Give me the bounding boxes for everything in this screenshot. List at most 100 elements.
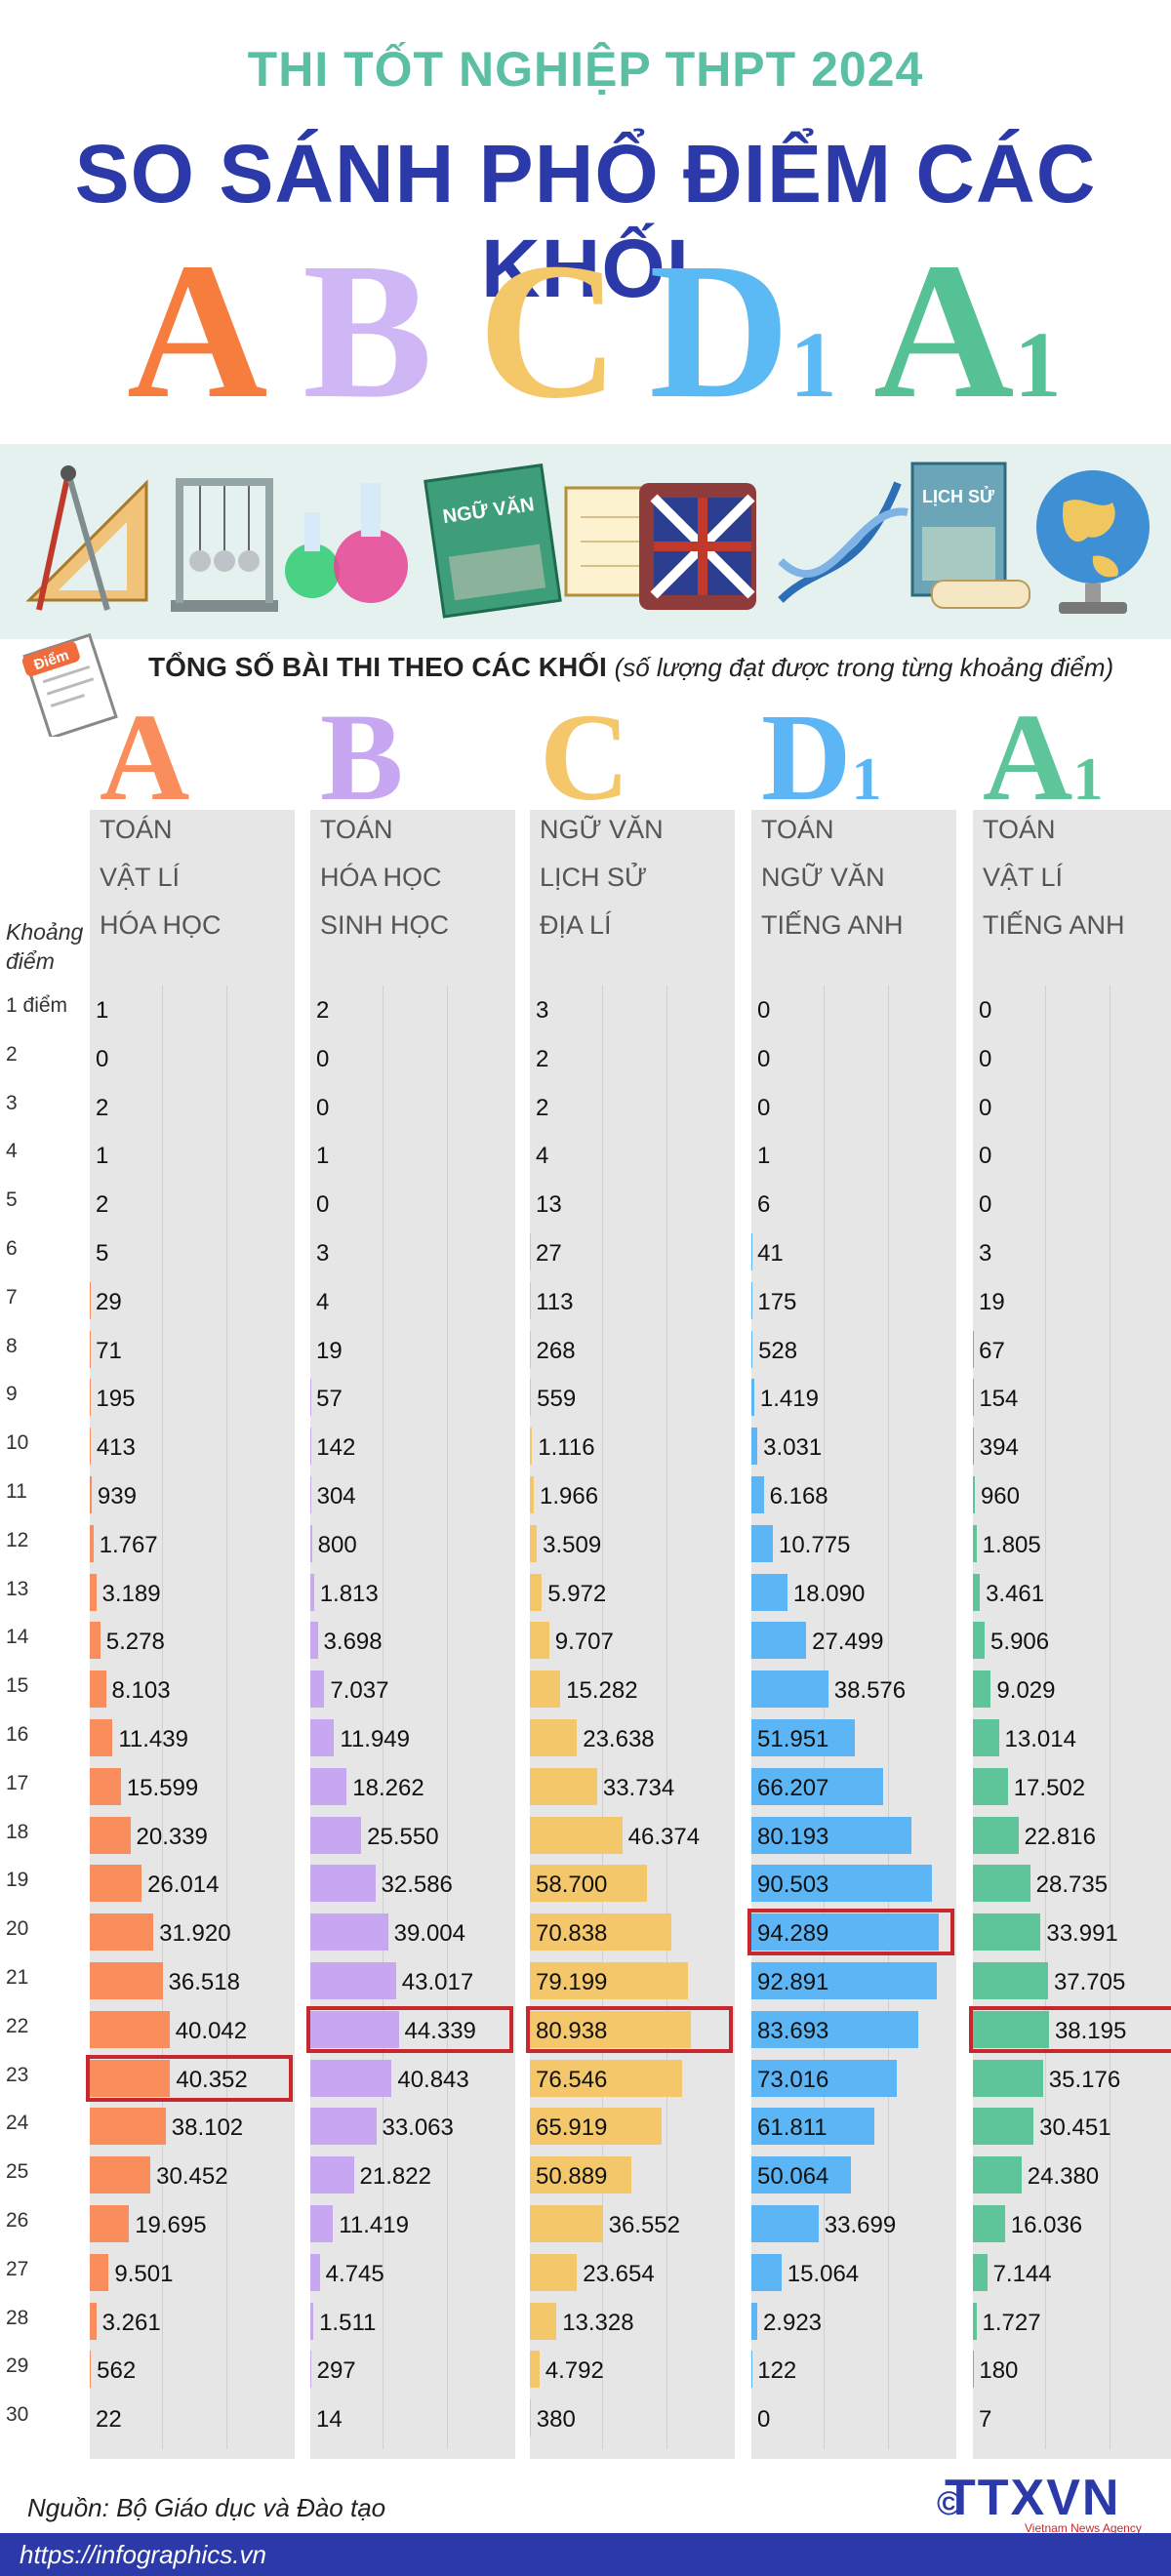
value-label: 65.919	[536, 2114, 608, 2142]
bar	[310, 2059, 392, 2097]
series-letter: B	[320, 695, 525, 842]
value-label: 18.262	[352, 1774, 424, 1801]
row-label: 10	[6, 1431, 29, 1455]
grid-line	[824, 986, 825, 2449]
value-label: 44.339	[404, 2017, 476, 2044]
value-label: 0	[979, 1045, 992, 1072]
header-letter-3: C	[478, 234, 619, 463]
value-label: 195	[96, 1386, 136, 1413]
subtitle-main: TỔNG SỐ BÀI THI THEO CÁC KHỐI	[148, 652, 607, 682]
bar	[530, 1816, 623, 1854]
bar	[310, 2108, 377, 2146]
value-label: 19.695	[135, 2212, 207, 2238]
bar	[973, 2302, 977, 2340]
bar	[530, 2253, 578, 2291]
value-label: 2	[536, 1045, 549, 1072]
bar	[751, 1865, 932, 1903]
row-label: 2	[6, 1042, 18, 1066]
series-letter-sub: 1	[1072, 746, 1104, 813]
logo-subtitle: Vietnam News Agency	[1025, 2521, 1142, 2535]
row-label: 22	[6, 2014, 29, 2037]
bar	[530, 1524, 538, 1562]
series-subject: LỊCH SỬ	[540, 863, 648, 892]
bar	[973, 1865, 1030, 1903]
value-label: 92.891	[757, 1969, 829, 1995]
series-subject: VẬT LÍ	[100, 863, 181, 892]
bar	[751, 1767, 884, 1805]
value-label: 24.380	[1027, 2163, 1100, 2191]
bar	[310, 1524, 312, 1562]
series-subject: TOÁN	[983, 815, 1056, 844]
bar	[530, 2010, 692, 2048]
value-label: 1.511	[319, 2309, 377, 2336]
ngu-van-book-icon: NGỮ VĂN	[424, 463, 562, 619]
value-label: 11.439	[118, 1726, 188, 1752]
bar	[310, 1816, 362, 1854]
value-label: 94.289	[757, 1920, 829, 1948]
bar	[530, 1573, 543, 1611]
value-label: 5	[96, 1240, 109, 1267]
value-label: 122	[757, 2357, 797, 2385]
value-label: 3	[536, 997, 549, 1024]
row-label: 6	[6, 1237, 18, 1260]
bar	[90, 1913, 154, 1952]
bar	[310, 1865, 376, 1903]
value-label: 528	[758, 1337, 798, 1364]
value-label: 175	[757, 1288, 797, 1315]
value-label: 27	[536, 1240, 562, 1267]
bar	[530, 2302, 557, 2340]
value-label: 1	[96, 1143, 109, 1170]
newtons-cradle-icon	[171, 478, 278, 612]
bar	[973, 2010, 1049, 2048]
value-label: 37.705	[1053, 1969, 1126, 1995]
value-label: 5.906	[990, 1629, 1050, 1656]
bar	[751, 1816, 911, 1854]
highlight-box	[969, 2005, 1171, 2053]
value-label: 28.735	[1035, 1872, 1109, 1899]
value-label: 0	[979, 1191, 992, 1219]
value-label: 113	[536, 1288, 574, 1315]
value-label: 2	[316, 997, 330, 1024]
footer-bar	[0, 2533, 1171, 2576]
subtitle-note: (số lượng đạt được trong từng khoảng điể…	[614, 653, 1114, 682]
value-label: 31.920	[159, 1920, 231, 1948]
value-label: 9.501	[114, 2260, 174, 2287]
bar	[90, 1767, 121, 1805]
value-label: 11.419	[339, 2212, 409, 2238]
bar	[973, 1670, 991, 1709]
row-label: 16	[6, 1723, 29, 1746]
value-label: 29	[96, 1288, 122, 1315]
bar	[751, 1913, 940, 1952]
value-label: 6.168	[769, 1483, 828, 1509]
value-label: 57	[316, 1386, 343, 1413]
bar	[751, 2010, 918, 2048]
bar	[90, 2351, 92, 2389]
series-letter-sub: 1	[851, 746, 882, 813]
value-label: 394	[979, 1434, 1019, 1462]
bar	[90, 1962, 163, 1999]
value-label: 16.036	[1010, 2212, 1083, 2238]
value-label: 0	[757, 997, 771, 1024]
super-title: THI TỐT NGHIỆP THPT 2024	[247, 42, 924, 97]
value-label: 2	[536, 1094, 549, 1121]
flasks-icon	[285, 483, 408, 603]
bar	[310, 2302, 314, 2340]
bar	[751, 2302, 757, 2340]
bar	[530, 1719, 578, 1756]
bar	[751, 2108, 875, 2146]
row-label: 23	[6, 2063, 29, 2086]
row-label: 9	[6, 1383, 18, 1406]
footer-link[interactable]: https://infographics.vn	[20, 2540, 266, 2569]
grid-line	[383, 986, 384, 2449]
bar	[90, 1670, 106, 1709]
bar	[751, 1962, 937, 1999]
bar	[530, 2351, 540, 2389]
value-label: 46.374	[627, 1823, 701, 1850]
value-label: 33.699	[824, 2212, 897, 2238]
value-label: 5.972	[547, 1580, 607, 1607]
value-label: 0	[757, 1045, 771, 1072]
bar	[973, 1476, 975, 1513]
series-subject: NGỮ VĂN	[761, 863, 885, 892]
dna-icon	[778, 481, 909, 603]
highlight-box	[306, 2005, 513, 2053]
